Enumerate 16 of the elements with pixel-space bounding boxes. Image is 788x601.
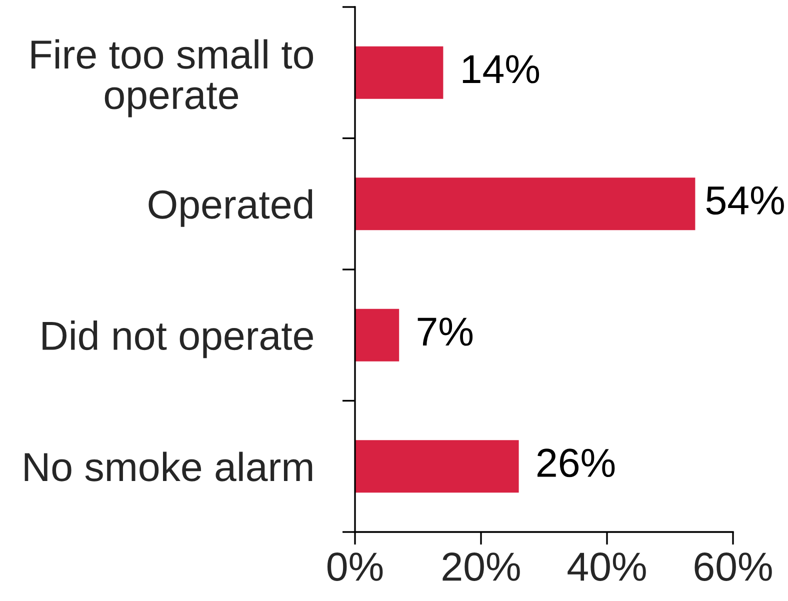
x-tick-label: 40% bbox=[568, 552, 646, 582]
data-label: 26% bbox=[537, 448, 615, 478]
y-tick-label: Operated bbox=[148, 189, 312, 227]
y-tick-label: Did not operate bbox=[42, 320, 313, 358]
x-tick-label: 20% bbox=[442, 552, 520, 582]
y-tick-label: Fire too small to operate bbox=[32, 39, 314, 118]
data-label: 54% bbox=[706, 186, 784, 215]
data-label: 7% bbox=[418, 318, 473, 346]
bar bbox=[355, 178, 696, 230]
bar bbox=[355, 46, 444, 99]
y-tick-label: No smoke alarm bbox=[24, 452, 312, 482]
bar bbox=[355, 308, 400, 362]
data-label: 14% bbox=[462, 55, 540, 84]
bar bbox=[355, 440, 519, 493]
x-tick-label: 0% bbox=[327, 552, 383, 582]
x-tick-label: 60% bbox=[694, 552, 772, 582]
